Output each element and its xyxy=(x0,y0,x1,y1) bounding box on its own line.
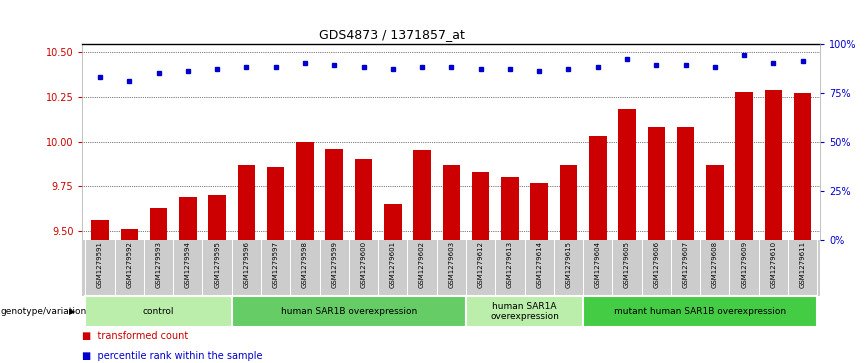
Text: GSM1279595: GSM1279595 xyxy=(214,241,220,288)
Text: GSM1279605: GSM1279605 xyxy=(624,241,630,288)
Text: GSM1279599: GSM1279599 xyxy=(332,241,338,288)
Text: ▶: ▶ xyxy=(69,307,75,316)
Bar xyxy=(179,197,197,240)
Bar xyxy=(466,296,583,327)
Text: GSM1279601: GSM1279601 xyxy=(390,241,396,288)
Text: control: control xyxy=(143,307,174,316)
Text: GSM1279607: GSM1279607 xyxy=(682,241,688,288)
Bar xyxy=(735,92,753,240)
Bar xyxy=(501,177,519,240)
Bar xyxy=(150,208,168,240)
Bar xyxy=(530,183,548,240)
Bar xyxy=(794,93,812,240)
Bar xyxy=(208,195,226,240)
Text: GSM1279593: GSM1279593 xyxy=(155,241,161,288)
Bar xyxy=(472,172,490,240)
Bar xyxy=(296,142,313,240)
Bar xyxy=(618,110,635,240)
Text: GSM1279592: GSM1279592 xyxy=(127,241,132,288)
Bar xyxy=(765,90,782,240)
Bar xyxy=(91,220,108,240)
Bar xyxy=(413,151,431,240)
Bar xyxy=(266,167,285,240)
Text: mutant human SAR1B overexpression: mutant human SAR1B overexpression xyxy=(615,307,786,316)
Text: GSM1279598: GSM1279598 xyxy=(302,241,308,288)
Text: ■  percentile rank within the sample: ■ percentile rank within the sample xyxy=(82,351,263,361)
Text: GSM1279602: GSM1279602 xyxy=(419,241,425,288)
Bar xyxy=(706,165,724,240)
Bar xyxy=(648,127,665,240)
Text: GSM1279610: GSM1279610 xyxy=(771,241,776,288)
Text: GSM1279614: GSM1279614 xyxy=(536,241,542,288)
Title: GDS4873 / 1371857_at: GDS4873 / 1371857_at xyxy=(319,28,465,41)
Text: GSM1279606: GSM1279606 xyxy=(654,241,660,288)
Text: GSM1279615: GSM1279615 xyxy=(565,241,571,288)
Text: GSM1279596: GSM1279596 xyxy=(243,241,249,288)
Text: GSM1279612: GSM1279612 xyxy=(477,241,483,288)
Text: GSM1279604: GSM1279604 xyxy=(595,241,601,288)
Text: GSM1279613: GSM1279613 xyxy=(507,241,513,288)
Text: GSM1279600: GSM1279600 xyxy=(360,241,366,288)
Bar xyxy=(121,229,138,240)
Text: GSM1279609: GSM1279609 xyxy=(741,241,747,288)
Bar xyxy=(589,136,607,240)
Bar xyxy=(232,296,466,327)
Text: human SAR1B overexpression: human SAR1B overexpression xyxy=(280,307,417,316)
Bar xyxy=(560,165,577,240)
Bar xyxy=(384,204,402,240)
Bar xyxy=(238,165,255,240)
Text: ■  transformed count: ■ transformed count xyxy=(82,331,188,341)
Bar xyxy=(443,165,460,240)
Text: GSM1279591: GSM1279591 xyxy=(97,241,103,288)
Text: GSM1279611: GSM1279611 xyxy=(799,241,806,288)
Text: GSM1279597: GSM1279597 xyxy=(273,241,279,288)
Text: genotype/variation: genotype/variation xyxy=(1,307,87,316)
Bar xyxy=(85,296,232,327)
Bar xyxy=(677,127,694,240)
Bar xyxy=(326,149,343,240)
Text: GSM1279608: GSM1279608 xyxy=(712,241,718,288)
Text: GSM1279594: GSM1279594 xyxy=(185,241,191,288)
Bar xyxy=(583,296,818,327)
Bar xyxy=(355,159,372,240)
Text: human SAR1A
overexpression: human SAR1A overexpression xyxy=(490,302,559,321)
Text: GSM1279603: GSM1279603 xyxy=(449,241,454,288)
